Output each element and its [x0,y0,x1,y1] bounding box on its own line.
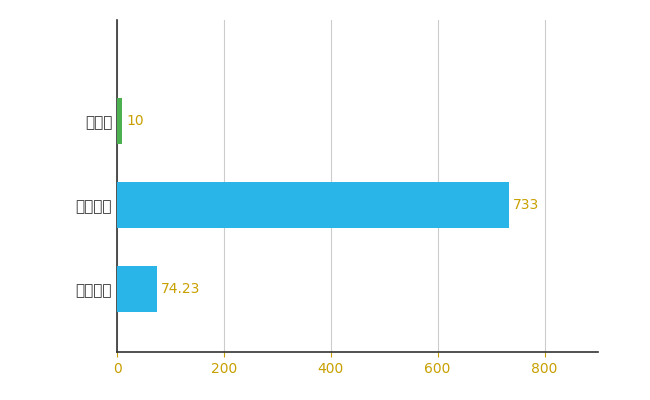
Bar [117,98,122,144]
Text: 733: 733 [513,198,540,212]
Bar [117,182,509,228]
Text: 74.23: 74.23 [161,282,200,296]
Bar [117,266,157,312]
Text: 10: 10 [127,114,144,128]
